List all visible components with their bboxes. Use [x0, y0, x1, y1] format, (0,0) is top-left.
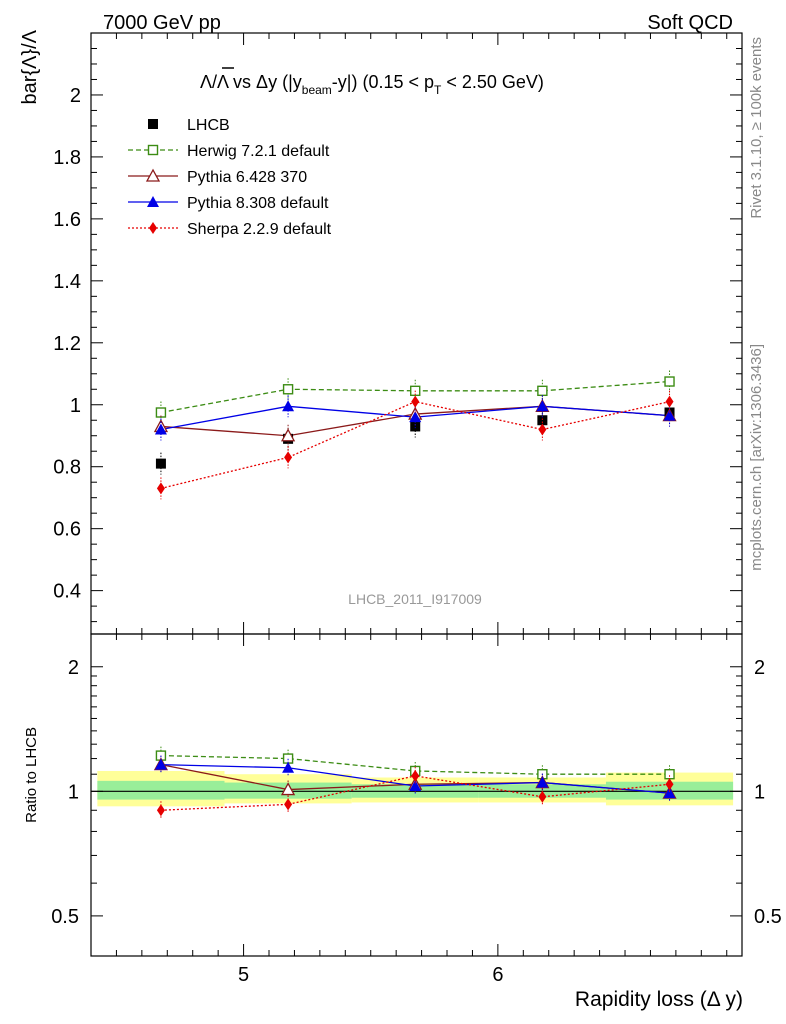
ratio-ytick-label-right: 0.5 [754, 906, 782, 928]
ratio-point-pythia-6-428-370 [280, 782, 296, 796]
ratio-band-inner [97, 780, 225, 800]
main-ytick-label: 2 [70, 85, 81, 107]
main-ylabel: bar{Λ}/Λ [19, 29, 41, 104]
main-ytick-label: 0.8 [53, 457, 81, 479]
ratio-point-pythia-8-308-default [409, 780, 422, 792]
ratio-point-sherpa-2-2-9-default [665, 778, 674, 791]
rivet-label: Rivet 3.1.10, ≥ 100k events [748, 37, 765, 219]
main-ytick-label: 1.2 [53, 333, 81, 355]
ratio-point-sherpa-2-2-9-default [156, 804, 165, 817]
ratio-point-pythia-8-308-default [282, 761, 295, 773]
legend-label-herwig-7-2-1-default: Herwig 7.2.1 default [187, 143, 330, 160]
main-ytick-label: 0.6 [53, 519, 81, 541]
main-ytick-label: 0.4 [53, 581, 81, 603]
ratio-plot-panel: 0.5 0.5 1 1 2 2 5 6 [51, 633, 782, 986]
ratio-point-herwig-7-2-1-default [664, 769, 675, 780]
legend-label-lhcb: LHCB [187, 117, 230, 134]
legend: LHCB Herwig 7.2.1 default Pythia 6.428 370… [128, 117, 332, 238]
ratio-point-sherpa-2-2-9-default [411, 769, 420, 782]
ratio-ytick-label: 0.5 [51, 906, 79, 928]
legend-label-pythia-8-308-default: Pythia 8.308 default [187, 195, 329, 212]
legend-marker-pythia-8-308-default [147, 196, 159, 207]
point-herwig-7-2-1-default [664, 376, 675, 387]
ratio-ytick-label: 2 [68, 657, 79, 679]
point-pythia-6-428-370 [280, 428, 296, 442]
point-lhcb [410, 421, 421, 432]
legend-marker-lhcb [148, 119, 158, 129]
point-herwig-7-2-1-default [155, 407, 167, 418]
main-ytick-label: 1.8 [53, 147, 81, 169]
point-lhcb [155, 458, 166, 469]
point-sherpa-2-2-9-default [284, 451, 293, 464]
main-ytick-label: 1 [70, 395, 81, 417]
legend-marker-sherpa-2-2-9-default [149, 222, 157, 234]
point-sherpa-2-2-9-default [411, 395, 420, 408]
ratio-ytick-label: 1 [68, 781, 79, 803]
main-ytick-label: 1.4 [53, 271, 81, 293]
ratio-frame [90, 633, 743, 957]
mcplots-label: mcplots.cern.ch [arXiv:1306.3436] [748, 344, 765, 571]
title-mid: -y|) (0.15 < p [332, 72, 434, 92]
point-pythia-8-308-default [154, 423, 167, 435]
ratio-point-pythia-8-308-default [536, 776, 549, 788]
main-plot-panel: 0.4 0.6 0.8 1 1.2 1.4 1.6 1.8 2 [53, 32, 743, 635]
x-tick-label: 6 [492, 964, 503, 986]
point-sherpa-2-2-9-default [538, 423, 547, 436]
legend-label-sherpa-2-2-9-default: Sherpa 2.2.9 default [187, 221, 332, 238]
ratio-ytick-label-right: 1 [754, 781, 765, 803]
legend-marker-herwig-7-2-1-default [147, 144, 159, 156]
ratio-line-herwig-7-2-1-default [160, 754, 670, 775]
point-sherpa-2-2-9-default [665, 395, 674, 408]
legend-marker-pythia-6-428-370 [145, 168, 161, 182]
ratio-point-pythia-8-308-default [663, 787, 676, 799]
point-herwig-7-2-1-default [537, 385, 548, 397]
main-ytick-label: 1.6 [53, 209, 81, 231]
header-left: 7000 GeV pp [103, 12, 221, 34]
point-herwig-7-2-1-default [282, 384, 294, 395]
header-right: Soft QCD [647, 12, 733, 34]
title-sub-t: T [434, 83, 442, 97]
ratio-point-sherpa-2-2-9-default [538, 790, 547, 803]
x-axis-label: Rapidity loss (Δ y) [575, 988, 743, 1011]
analysis-watermark: LHCB_2011_I917009 [348, 591, 482, 607]
point-pythia-8-308-default [409, 411, 422, 423]
point-sherpa-2-2-9-default [156, 482, 165, 495]
point-pythia-8-308-default [282, 400, 295, 412]
point-lhcb [537, 415, 548, 426]
title-lead: Λ/Λ vs Δy (|y [200, 72, 302, 92]
title-tail: < 2.50 GeV) [441, 72, 544, 92]
title-sub-beam: beam [302, 83, 332, 97]
ratio-ylabel: Ratio to LHCB [23, 727, 40, 823]
x-tick-label: 5 [238, 964, 249, 986]
point-pythia-8-308-default [536, 400, 549, 412]
point-pythia-8-308-default [663, 409, 676, 421]
ratio-point-sherpa-2-2-9-default [284, 798, 293, 811]
legend-label-pythia-6-428-370: Pythia 6.428 370 [187, 169, 307, 186]
ratio-ytick-label-right: 2 [754, 657, 765, 679]
ratio-point-herwig-7-2-1-default [282, 753, 294, 764]
ratio-point-pythia-8-308-default [154, 758, 167, 770]
plot-title: Λ/Λ vs Δy (|ybeam-y|) (0.15 < pT < 2.50 … [200, 72, 544, 97]
